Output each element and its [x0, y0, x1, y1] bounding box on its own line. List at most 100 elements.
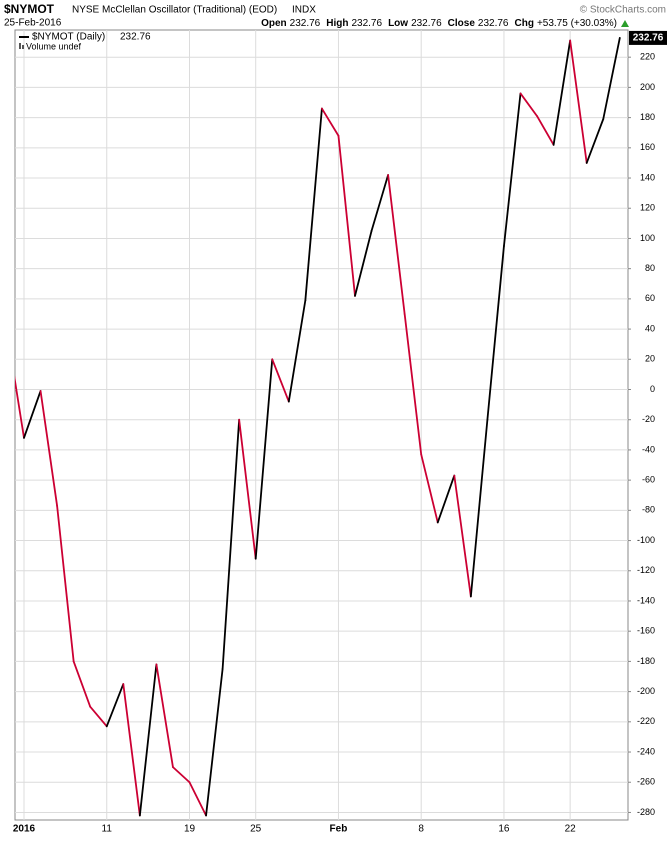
x-tick-label: 19 [184, 824, 196, 835]
line-segment [503, 92, 522, 247]
y-tick-label: -220 [637, 716, 655, 726]
line-segment [436, 474, 456, 524]
line-segment [420, 453, 439, 524]
y-tick-label: -40 [642, 444, 655, 454]
series [15, 37, 621, 817]
line-segment [486, 245, 505, 421]
line-segment [23, 390, 42, 439]
line-segment [89, 705, 108, 728]
line-segment [403, 313, 423, 456]
y-tick-label: 0 [650, 384, 655, 394]
date: 25-Feb-2016 [4, 18, 62, 29]
x-tick-label: 16 [498, 824, 510, 835]
line-segment [254, 358, 274, 560]
line-segment [188, 781, 207, 817]
y-tick-label: 140 [640, 172, 655, 182]
y-tick-label: 40 [645, 323, 655, 333]
line-segment [469, 418, 489, 598]
quote-label: Open [261, 18, 287, 29]
x-tick-label: 11 [102, 824, 113, 835]
y-tick-label: -160 [637, 626, 655, 636]
line-segment [552, 39, 572, 146]
y-tick-label: 200 [640, 82, 655, 92]
line-segment [304, 107, 323, 302]
line-segment [122, 683, 141, 817]
line-segment [370, 174, 390, 232]
y-tick-label: 220 [640, 52, 655, 62]
line-segment [105, 683, 125, 728]
line-segment [585, 118, 605, 164]
y-tick-label: 100 [640, 233, 655, 243]
exchange: INDX [292, 5, 316, 16]
y-tick-label: -200 [637, 686, 655, 696]
line-segment [287, 299, 307, 403]
y-tick-label: -140 [637, 595, 655, 605]
grid [15, 30, 628, 820]
last-value-box [629, 30, 667, 45]
line-segment [536, 115, 555, 146]
x-tick-label: 8 [418, 824, 424, 835]
line-segment [155, 663, 174, 769]
quote-value: 232.76 [478, 18, 509, 29]
y-tick-label: 80 [645, 263, 655, 273]
y-tick-label: -280 [637, 807, 655, 817]
line-segment [320, 107, 340, 137]
y-tick-label: 60 [645, 293, 655, 303]
quote-text: Open 232.76 High 232.76 Low 232.76 Close 232.76… [261, 18, 617, 29]
chart-title: $NYMOT [4, 2, 55, 16]
quote-value: +53.75 (+30.03%) [537, 18, 617, 29]
line-segment [172, 766, 191, 784]
line-segment [519, 92, 538, 117]
line-segment [337, 134, 356, 297]
volume-icon [19, 43, 21, 49]
y-tick-label: -120 [637, 565, 655, 575]
x-tick-label: Feb [330, 824, 348, 835]
line-segment [205, 668, 224, 817]
x-tick-label: 2016 [13, 824, 36, 835]
chart-subtitle: NYSE McClellan Oscillator (Traditional) … [72, 5, 277, 16]
legend-entry: $NYMOT (Daily) [32, 32, 105, 43]
quote-label: Chg [514, 18, 533, 29]
y-tick-label: 120 [640, 203, 655, 213]
quote: Open 232.76 High 232.76 Low 232.76 Close 232.76… [261, 18, 617, 29]
line-segment [72, 660, 92, 708]
quote-value: 232.76 [411, 18, 442, 29]
line-segment [569, 39, 588, 164]
line-segment [56, 504, 75, 663]
y-tick-label: -260 [637, 777, 655, 787]
quote-label: Close [448, 18, 476, 29]
volume-note: Volume undef [26, 41, 82, 51]
y-tick-label: 160 [640, 142, 655, 152]
y-tick-label: -240 [637, 746, 655, 756]
y-tick-label: -20 [642, 414, 655, 424]
x-tick-label: 25 [250, 824, 262, 835]
quote-label: Low [388, 18, 408, 29]
y-tick-label: -60 [642, 475, 655, 485]
line-segment [39, 390, 58, 507]
volume-icon [22, 45, 24, 49]
last-value-label: 232.76 [633, 33, 664, 44]
plot-frame [14, 29, 629, 821]
line-segment [221, 418, 241, 670]
y-tick-label: 20 [645, 354, 655, 364]
y-tick-label: -180 [637, 656, 655, 666]
line-segment [453, 474, 472, 598]
source: © StockCharts.com [580, 5, 666, 16]
line-segment [271, 358, 290, 403]
y-tick-label: 180 [640, 112, 655, 122]
y-tick-label: -80 [642, 505, 655, 515]
line-segment [354, 229, 373, 297]
up-arrow [621, 20, 629, 27]
line-segment [15, 375, 25, 439]
quote-value: 232.76 [290, 18, 321, 29]
line-segment [602, 37, 621, 121]
quote-value: 232.76 [351, 18, 382, 29]
y-tick-label: -100 [637, 535, 655, 545]
legend-value: 232.76 [120, 32, 151, 43]
line-segment [238, 418, 257, 560]
line-segment [387, 174, 406, 315]
line-segment [138, 663, 158, 817]
quote-label: High [326, 18, 348, 29]
x-tick-label: 22 [565, 824, 577, 835]
